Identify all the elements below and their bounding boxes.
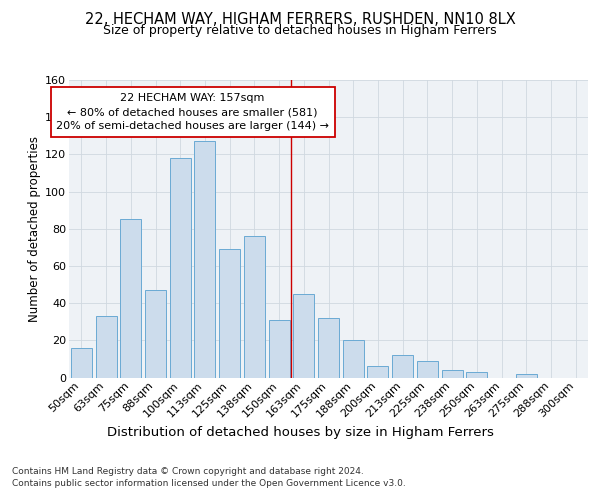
Bar: [170, 158, 191, 378]
Bar: [120, 220, 141, 378]
Bar: [516, 374, 537, 378]
Bar: [343, 340, 364, 378]
Bar: [244, 236, 265, 378]
Bar: [219, 249, 240, 378]
Text: Distribution of detached houses by size in Higham Ferrers: Distribution of detached houses by size …: [107, 426, 493, 439]
Text: 22, HECHAM WAY, HIGHAM FERRERS, RUSHDEN, NN10 8LX: 22, HECHAM WAY, HIGHAM FERRERS, RUSHDEN,…: [85, 12, 515, 28]
Y-axis label: Number of detached properties: Number of detached properties: [28, 136, 41, 322]
Bar: [145, 290, 166, 378]
Bar: [194, 142, 215, 378]
Bar: [318, 318, 339, 378]
Bar: [417, 361, 438, 378]
Text: 22 HECHAM WAY: 157sqm
← 80% of detached houses are smaller (581)
20% of semi-det: 22 HECHAM WAY: 157sqm ← 80% of detached …: [56, 93, 329, 131]
Text: Size of property relative to detached houses in Higham Ferrers: Size of property relative to detached ho…: [103, 24, 497, 37]
Bar: [466, 372, 487, 378]
Bar: [442, 370, 463, 378]
Text: Contains public sector information licensed under the Open Government Licence v3: Contains public sector information licen…: [12, 479, 406, 488]
Bar: [71, 348, 92, 378]
Bar: [293, 294, 314, 378]
Bar: [95, 316, 116, 378]
Bar: [392, 355, 413, 378]
Bar: [269, 320, 290, 378]
Text: Contains HM Land Registry data © Crown copyright and database right 2024.: Contains HM Land Registry data © Crown c…: [12, 468, 364, 476]
Bar: [367, 366, 388, 378]
